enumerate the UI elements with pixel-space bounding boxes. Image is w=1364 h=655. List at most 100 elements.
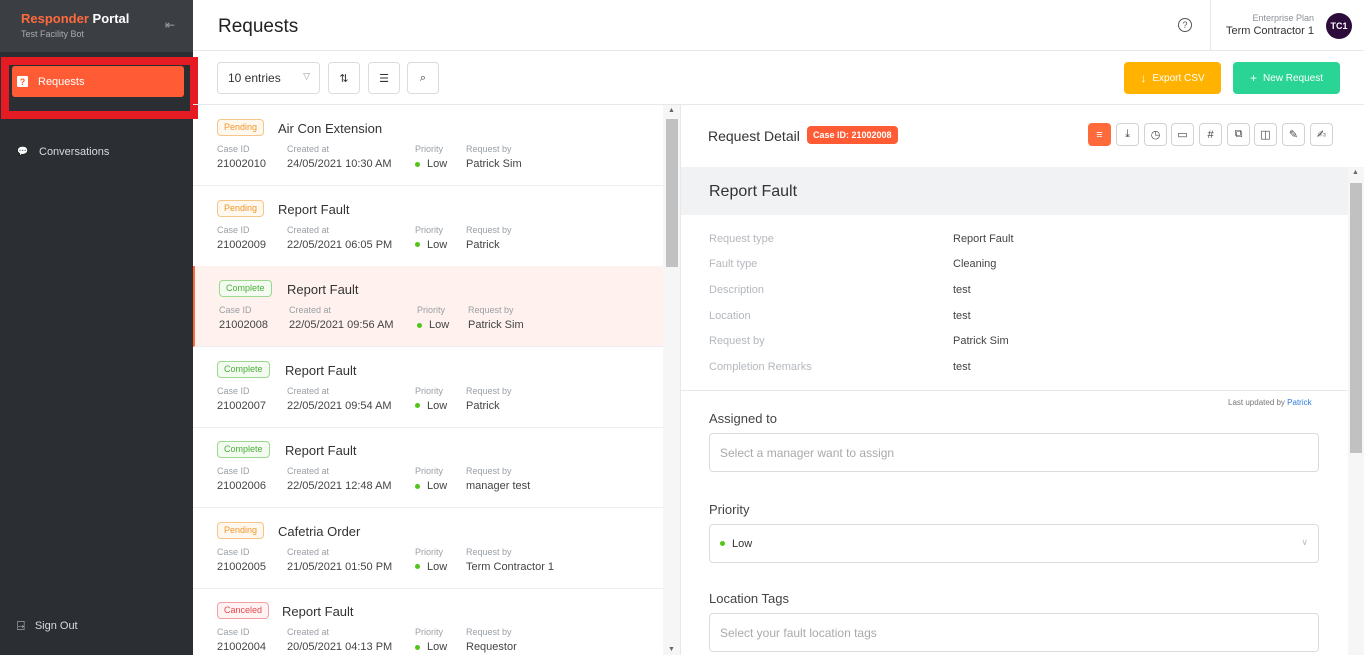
comment-icon[interactable]: ▭ xyxy=(1171,123,1194,146)
status-badge: Complete xyxy=(219,280,272,297)
field-key: Fault type xyxy=(709,258,758,270)
field-value: test xyxy=(953,284,971,296)
plus-icon: + xyxy=(1249,71,1257,85)
list-item[interactable]: Pending Air Con Extension Case ID Created a… xyxy=(193,105,663,186)
request-by-value: Patrick xyxy=(466,238,500,251)
priority-dot xyxy=(415,403,420,409)
last-updated-user-link[interactable]: Patrick xyxy=(1287,398,1312,407)
field-value: test xyxy=(953,310,971,322)
export-csv-button[interactable]: ↓ Export CSV xyxy=(1124,62,1221,94)
entries-select[interactable]: 10 entries ▽ xyxy=(217,62,320,94)
request-title: Report Fault xyxy=(285,443,357,458)
request-title: Cafetria Order xyxy=(278,523,361,539)
request-by-label: Request by xyxy=(466,627,512,637)
search-button[interactable]: ⌕ xyxy=(407,62,439,94)
hashtag-icon[interactable]: # xyxy=(1199,123,1222,146)
field-value: Cleaning xyxy=(953,258,997,270)
sign-out-label: Sign Out xyxy=(34,620,78,632)
header-divider xyxy=(1210,0,1211,51)
chevron-down-icon: ∨ xyxy=(1301,537,1308,547)
assign-placeholder: Select a manager want to assign xyxy=(720,445,895,460)
detail-scrollbar[interactable]: ▲ xyxy=(1348,167,1364,655)
list-scrollbar[interactable]: ▲ ▼ xyxy=(663,105,681,655)
assign-manager-select[interactable]: Select a manager want to assign xyxy=(709,433,1319,472)
created-value: 22/05/2021 09:54 AM xyxy=(287,399,392,412)
created-label: Created at xyxy=(287,224,330,235)
list-item[interactable]: Pending Report Fault Case ID Created at Prio… xyxy=(193,186,663,267)
page-title: Requests xyxy=(218,16,299,37)
camera-icon[interactable]: ◫ xyxy=(1254,123,1277,146)
edit-pencil-icon[interactable]: ✎ xyxy=(1282,123,1305,146)
sign-out-icon: ⍈ xyxy=(17,618,25,633)
filter-button[interactable]: ☰ xyxy=(368,62,400,94)
section-title: Report Fault xyxy=(709,183,798,200)
request-by-value: Patrick Sim xyxy=(466,158,522,170)
user-name[interactable]: Term Contractor 1 xyxy=(1225,25,1314,37)
list-item[interactable]: Complete Report Fault Case ID Created at Pri… xyxy=(193,347,663,428)
created-value: 21/05/2021 01:50 PM xyxy=(287,560,393,573)
history-clock-icon[interactable]: ◷ xyxy=(1144,123,1167,146)
highlight-box xyxy=(1,57,198,119)
list-item[interactable]: Complete Report Fault Case ID Created at Pri… xyxy=(193,266,663,347)
assigned-label: Assigned to xyxy=(709,411,777,426)
case-id-value: 21002010 xyxy=(217,158,266,170)
scroll-thumb[interactable] xyxy=(1350,183,1362,453)
request-title: Report Fault xyxy=(285,362,357,378)
list-item[interactable]: Pending Cafetria Order Case ID Created at Pr… xyxy=(193,508,663,589)
signature-icon[interactable]: ✍ xyxy=(1310,123,1333,146)
created-label: Created at xyxy=(287,466,330,476)
location-tags-select[interactable]: Select your fault location tags xyxy=(709,613,1319,652)
request-by-value: manager test xyxy=(466,480,531,492)
last-updated: Last updated by Patrick xyxy=(1228,398,1312,407)
export-label: Export CSV xyxy=(1152,72,1205,84)
list-item[interactable]: Complete Report Fault Case ID Created at Pri… xyxy=(193,427,663,508)
priority-dot xyxy=(415,161,420,167)
sort-button[interactable]: ⇅ xyxy=(328,62,360,94)
status-badge: Complete xyxy=(217,441,270,458)
scroll-up-icon[interactable]: ▲ xyxy=(668,107,675,114)
chat-bubble-icon: 💬 xyxy=(17,146,29,156)
avatar[interactable]: TC1 xyxy=(1326,13,1352,39)
request-by-label: Request by xyxy=(466,224,512,235)
copy-icon[interactable]: ⧉ xyxy=(1227,123,1250,146)
case-id-label: Case ID xyxy=(217,466,250,476)
request-title: Report Fault xyxy=(287,282,359,297)
field-key: Description xyxy=(709,284,765,296)
list-item[interactable]: Canceled Report Fault Case ID Created at Pri… xyxy=(193,588,663,655)
priority-label: Priority xyxy=(415,466,444,476)
status-badge: Pending xyxy=(217,199,265,217)
case-id-value: 21002009 xyxy=(217,238,266,251)
collapse-sidebar-icon[interactable]: ⇤ xyxy=(165,18,176,32)
priority-select[interactable]: Low ∨ xyxy=(709,524,1319,563)
request-by-value: Patrick Sim xyxy=(468,319,524,331)
details-icon[interactable]: ≡ xyxy=(1088,123,1111,146)
case-id-label: Case ID xyxy=(219,305,252,315)
sort-icon: ⇅ xyxy=(339,72,349,85)
scroll-down-icon[interactable]: ▼ xyxy=(668,646,675,653)
top-header: Requests ? Enterprise Plan Term Contract… xyxy=(193,0,1364,51)
help-icon[interactable]: ? xyxy=(1178,18,1192,32)
search-icon: ⌕ xyxy=(419,71,427,84)
new-label: New Request xyxy=(1262,72,1324,84)
request-by-label: Request by xyxy=(466,466,512,476)
priority-dot xyxy=(415,242,420,248)
case-id-value: 21002007 xyxy=(217,399,266,412)
sign-out-button[interactable]: ⍈ Sign Out xyxy=(17,618,78,634)
priority-label: Priority xyxy=(709,502,750,517)
status-badge: Complete xyxy=(217,360,270,378)
question-icon: ? xyxy=(17,76,28,87)
filter-icon: ☰ xyxy=(379,72,389,85)
sidebar-item-requests[interactable]: ? Requests xyxy=(12,66,184,97)
scroll-thumb[interactable] xyxy=(666,119,678,267)
case-id-value: 21002006 xyxy=(217,480,266,492)
priority-value: Low xyxy=(415,641,447,653)
request-by-label: Request by xyxy=(468,305,514,315)
request-title: Air Con Extension xyxy=(278,121,383,136)
sidebar-item-conversations[interactable]: 💬 Conversations xyxy=(12,136,184,167)
new-request-button[interactable]: + New Request xyxy=(1233,62,1340,94)
scroll-up-icon[interactable]: ▲ xyxy=(1352,169,1359,176)
created-value: 22/05/2021 09:56 AM xyxy=(289,319,394,331)
download-icon[interactable]: ⤓ xyxy=(1116,123,1139,146)
location-tags-label: Location Tags xyxy=(709,591,789,606)
priority-dot xyxy=(720,541,725,546)
